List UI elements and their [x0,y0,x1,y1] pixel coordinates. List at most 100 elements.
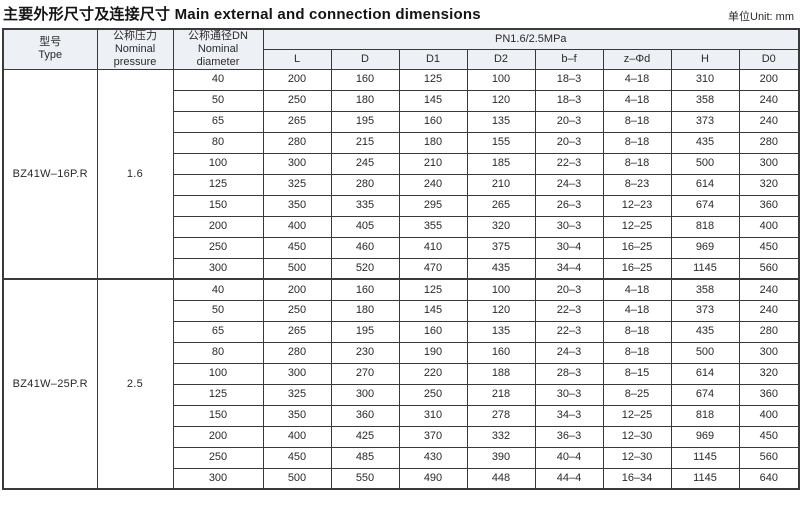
value-cell: 36–3 [534,425,604,448]
value-cell: 30–4 [534,236,604,259]
value-cell: 16–34 [602,467,672,490]
value-cell: 435 [670,131,740,154]
value-cell: 355 [398,215,468,238]
table-row: 125 325 300 250 218 30–3 8–25 674 360 [3,383,800,406]
dimensions-table: 型号 Type 公称压力 Nominal pressure 公称通径DN Nom… [2,28,800,491]
table-row: 150 350 360 310 278 34–3 12–25 818 400 [3,404,800,427]
value-cell: 320 [738,362,800,385]
value-cell: 4–18 [602,278,672,301]
value-cell: 230 [330,341,400,364]
col-header-pressure-zh: 公称压力 [113,30,157,42]
value-cell: 26–3 [534,194,604,217]
table-row: 100 300 270 220 188 28–3 8–15 614 320 [3,362,800,385]
table-body: BZ41W–16P.R 1.6 40 200 160 125 100 18–3 4–18 310 2… [2,68,800,490]
value-cell: 190 [398,341,468,364]
value-cell: 360 [738,194,800,217]
value-cell: 375 [466,236,536,259]
value-cell: 360 [330,404,400,427]
value-cell: 1145 [670,467,740,490]
col-header-dn-en2: diameter [196,55,240,68]
col-header-type-zh: 型号 [39,36,62,49]
value-cell: 240 [738,299,800,322]
value-cell: 8–18 [602,152,672,175]
value-cell: 4–18 [602,89,672,112]
value-cell: 320 [466,215,536,238]
value-cell: 265 [262,320,332,343]
value-cell: 135 [466,320,536,343]
value-cell: 295 [398,194,468,217]
value-cell: 22–3 [534,320,604,343]
dn-cell: 100 [172,152,264,175]
value-cell: 160 [330,278,400,301]
header-row-top: 型号 Type 公称压力 Nominal pressure 公称通径DN Nom… [2,28,800,70]
value-cell: 373 [670,299,740,322]
value-cell: 34–4 [534,257,604,280]
dn-cell: 80 [172,341,264,364]
table-row: 65 265 195 160 135 22–3 8–18 435 280 [3,320,800,343]
value-cell: 245 [330,152,400,175]
value-cell: 120 [466,299,536,322]
col-header-dn-zh: 公称通径DN [188,30,248,42]
col-header-pressure-en2: pressure [113,55,157,68]
value-cell: 358 [670,278,740,301]
value-cell: 240 [738,110,800,133]
dn-cell: 300 [172,467,264,490]
value-cell: 8–18 [602,341,672,364]
col-header-dn: 公称通径DN Nominal diameter [172,28,264,70]
value-cell: 240 [398,173,468,196]
value-cell: 145 [398,299,468,322]
col-header-L: L [262,48,332,70]
value-cell: 125 [398,278,468,301]
value-cell: 265 [262,110,332,133]
value-cell: 270 [330,362,400,385]
col-header-type-en: Type [38,49,63,62]
value-cell: 100 [466,68,536,91]
value-cell: 300 [330,383,400,406]
value-cell: 28–3 [534,362,604,385]
dn-cell: 300 [172,257,264,280]
value-cell: 20–3 [534,278,604,301]
value-cell: 500 [262,257,332,280]
dn-cell: 50 [172,299,264,322]
value-cell: 818 [670,215,740,238]
table-row: 125 325 280 240 210 24–3 8–23 614 320 [3,173,800,196]
value-cell: 16–25 [602,236,672,259]
value-cell: 1145 [670,257,740,280]
value-cell: 200 [262,68,332,91]
table-row: 80 280 230 190 160 24–3 8–18 500 300 [3,341,800,364]
value-cell: 280 [330,173,400,196]
value-cell: 280 [262,341,332,364]
header-row-dimensions: L D D1 D2 b–f z–Φd H D0 [3,48,800,70]
value-cell: 490 [398,467,468,490]
value-cell: 145 [398,89,468,112]
page-title-zh: 主要外形尺寸及连接尺寸 [3,6,171,23]
value-cell: 614 [670,173,740,196]
value-cell: 195 [330,320,400,343]
value-cell: 8–23 [602,173,672,196]
dn-cell: 150 [172,194,264,217]
value-cell: 34–3 [534,404,604,427]
value-cell: 12–25 [602,404,672,427]
dn-cell: 65 [172,320,264,343]
col-header-pn-span: PN1.6/2.5MPa [262,28,800,50]
value-cell: 12–23 [602,194,672,217]
dn-cell: 125 [172,173,264,196]
col-header-D: D [330,48,400,70]
value-cell: 8–18 [602,320,672,343]
value-cell: 450 [262,446,332,469]
page-title-en: Main external and connection dimensions [174,6,481,23]
value-cell: 8–18 [602,131,672,154]
value-cell: 435 [466,257,536,280]
table-row: 300 500 550 490 448 44–4 16–34 1145 640 [3,467,800,490]
value-cell: 4–18 [602,299,672,322]
value-cell: 405 [330,215,400,238]
table-row: 250 450 460 410 375 30–4 16–25 969 450 [3,236,800,259]
value-cell: 358 [670,89,740,112]
dn-cell: 65 [172,110,264,133]
value-cell: 160 [398,320,468,343]
value-cell: 20–3 [534,110,604,133]
value-cell: 460 [330,236,400,259]
col-header-dn-en1: Nominal [197,42,239,55]
title-bar: 主要外形尺寸及连接尺寸 Main external and connection… [0,0,800,28]
